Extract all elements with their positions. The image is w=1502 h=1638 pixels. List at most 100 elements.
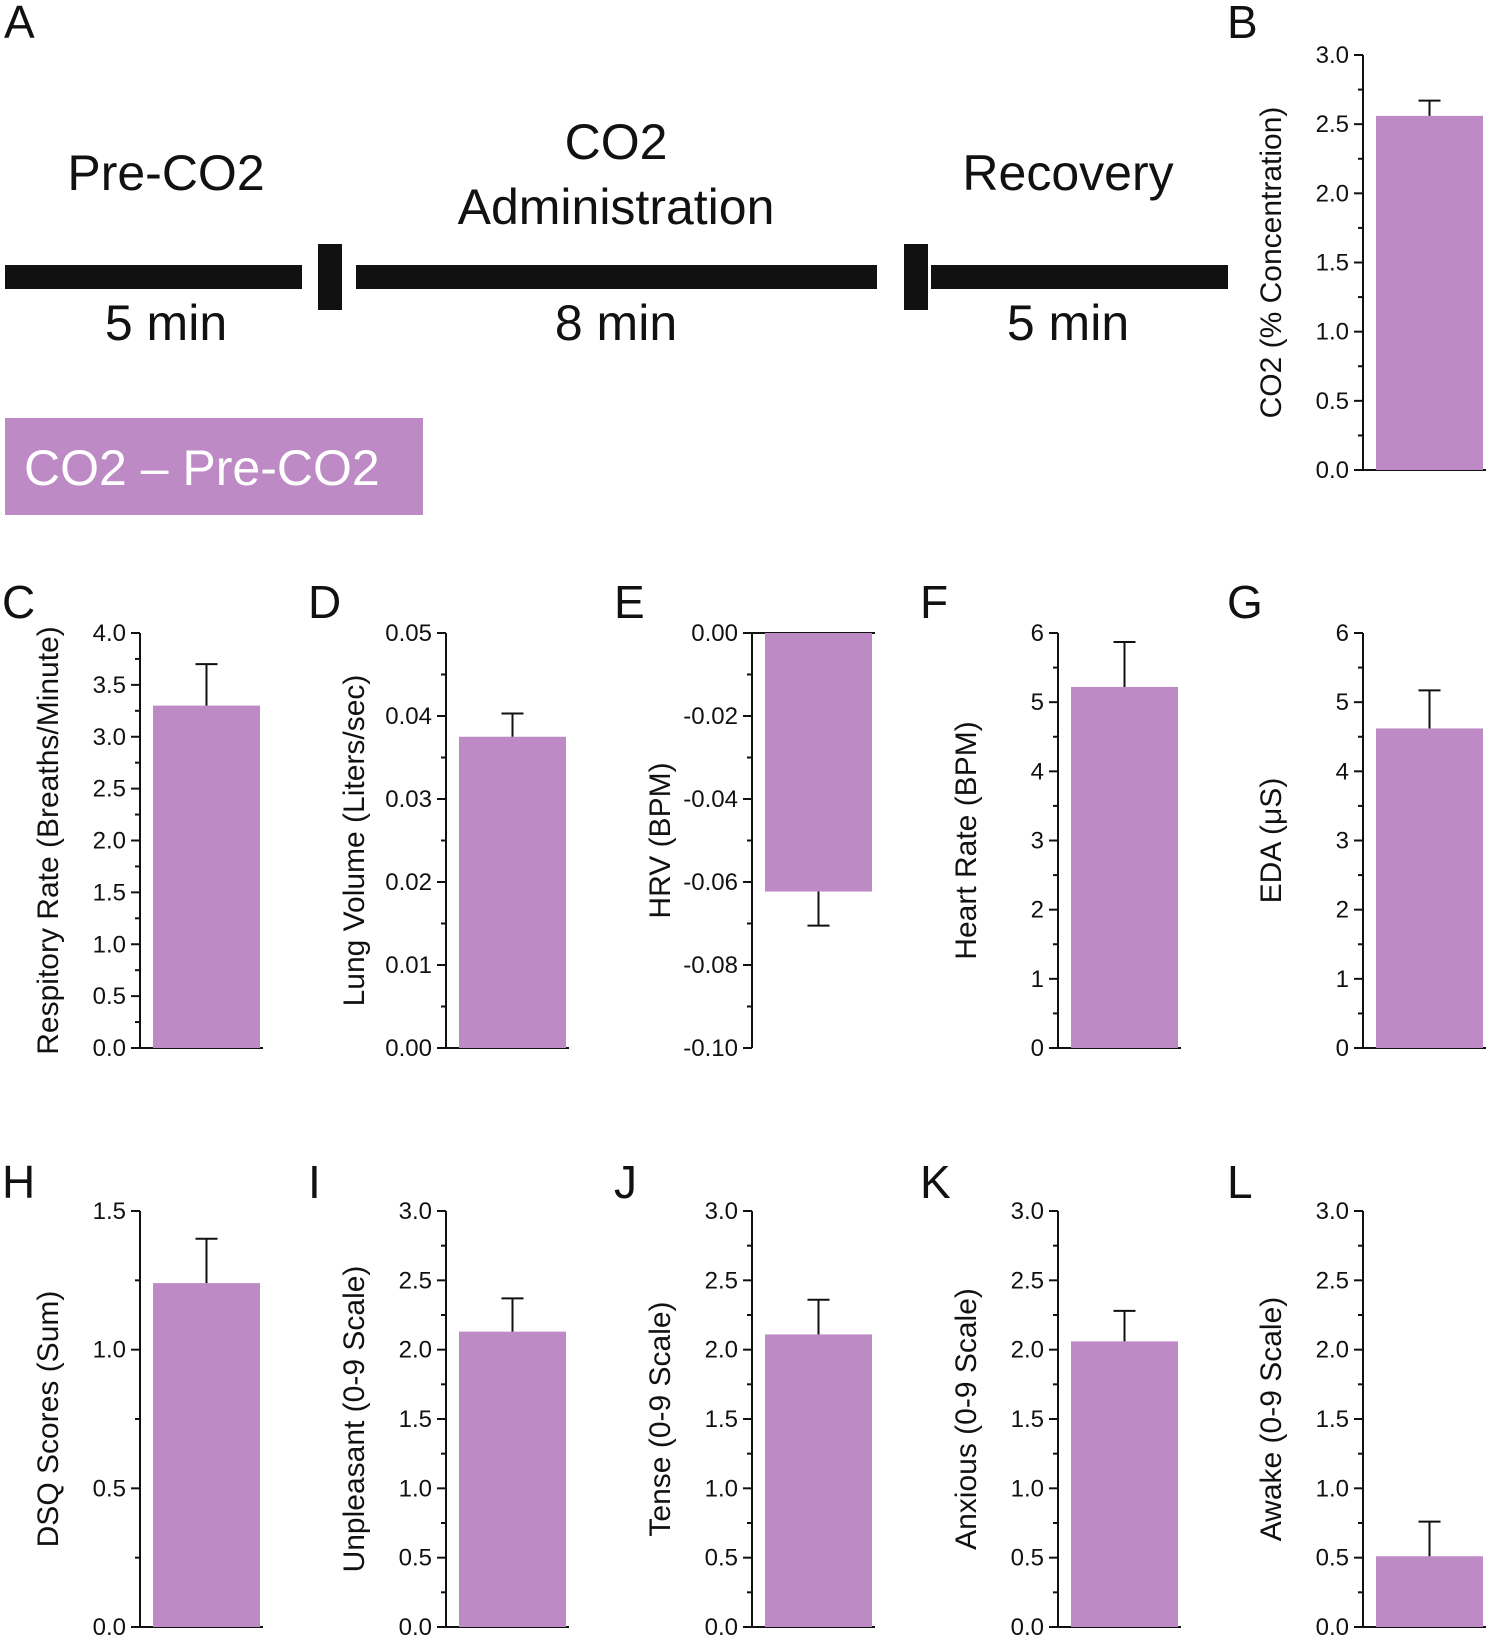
y-axis-title-i: Unpleasant (0-9 Scale) (338, 1266, 371, 1573)
bar-l (1376, 1556, 1483, 1627)
y-tick-label-c: 0.0 (93, 1035, 126, 1062)
y-tick-label-b: 0.0 (1316, 457, 1349, 484)
y-tick-label-f: 5 (1031, 689, 1044, 716)
y-tick-label-j: 1.0 (705, 1475, 738, 1502)
y-tick-label-g: 5 (1336, 689, 1349, 716)
chart-panel-b: B 0.0 0.5 1.0 1.5 2.0 2.5 3.0 CO2 (% Concentrati… (1227, 0, 1486, 484)
y-tick-label-k: 2.5 (1011, 1267, 1044, 1294)
y-axis-title-d: Lung Volume (Liters/sec) (338, 675, 371, 1007)
phase-title-2: Administration (458, 179, 775, 235)
chart-panel-g: G 0 1 2 3 4 5 6 EDA (μS) (1227, 576, 1486, 1062)
legend-label: CO2 – Pre-CO2 (24, 440, 380, 496)
y-tick-label-j: 1.5 (705, 1406, 738, 1433)
y-tick-label-j: 0.0 (705, 1614, 738, 1638)
chart-panel-e: E -0.10 -0.08 -0.06 -0.04 -0.02 0.00 HRV (BPM) (614, 576, 875, 1062)
bar-c (153, 705, 260, 1048)
chart-panel-c: C 0.0 0.5 1.0 1.5 2.0 2.5 3.0 3.5 4.0 Respitory Ra… (2, 576, 263, 1062)
panel-label-e: E (614, 576, 645, 628)
y-tick-label-l: 2.0 (1316, 1337, 1349, 1364)
y-tick-label-e: 0.00 (691, 620, 738, 647)
y-tick-label-b: 2.5 (1316, 111, 1349, 138)
y-tick-label-h: 0.5 (93, 1475, 126, 1502)
y-tick-label-c: 1.0 (93, 931, 126, 958)
y-tick-label-d: 0.00 (385, 1035, 432, 1062)
bar-i (459, 1331, 566, 1627)
chart-panel-d: D 0.00 0.01 0.02 0.03 0.04 0.05 Lung Volume (Li… (308, 576, 569, 1062)
y-tick-label-k: 1.5 (1011, 1406, 1044, 1433)
y-tick-label-f: 3 (1031, 828, 1044, 855)
y-tick-label-d: 0.01 (385, 952, 432, 979)
y-tick-label-i: 1.5 (399, 1406, 432, 1433)
y-axis-title-c: Respitory Rate (Breaths/Minute) (32, 626, 65, 1055)
bar-f (1071, 686, 1178, 1048)
y-tick-label-l: 1.5 (1316, 1406, 1349, 1433)
y-tick-label-b: 2.0 (1316, 180, 1349, 207)
chart-panel-h: H 0.0 0.5 1.0 1.5 DSQ Scores (Sum) (2, 1156, 263, 1638)
y-tick-label-k: 3.0 (1011, 1198, 1044, 1225)
panel-label-c: C (2, 576, 35, 628)
phase-duration-3: 5 min (1007, 295, 1129, 351)
y-tick-label-i: 3.0 (399, 1198, 432, 1225)
chart-panel-i: I 0.0 0.5 1.0 1.5 2.0 2.5 3.0 Unpleasant (0-9 Sc… (308, 1156, 569, 1638)
y-tick-label-i: 2.5 (399, 1267, 432, 1294)
y-tick-label-d: 0.04 (385, 703, 432, 730)
panel-label-d: D (308, 576, 341, 628)
y-tick-label-g: 6 (1336, 620, 1349, 647)
y-tick-label-k: 0.5 (1011, 1545, 1044, 1572)
y-tick-label-l: 0.0 (1316, 1614, 1349, 1638)
panel-label-i: I (308, 1156, 321, 1208)
y-tick-label-i: 0.5 (399, 1545, 432, 1572)
y-tick-label-d: 0.03 (385, 786, 432, 813)
y-axis-title-k: Anxious (0-9 Scale) (950, 1288, 983, 1550)
timeline-panel-a: A Pre-CO2 5 min CO2 Administration 8 min Recov… (4, 0, 1228, 515)
timeline-divider-2 (904, 244, 928, 310)
y-tick-label-l: 1.0 (1316, 1475, 1349, 1502)
y-axis-title-h: DSQ Scores (Sum) (32, 1291, 65, 1548)
panel-label-h: H (2, 1156, 35, 1208)
y-tick-label-l: 2.5 (1316, 1267, 1349, 1294)
y-tick-label-b: 3.0 (1316, 42, 1349, 69)
y-tick-label-e: -0.04 (683, 786, 738, 813)
timeline-segment-2 (356, 265, 877, 289)
timeline-segment-3 (931, 265, 1228, 289)
y-tick-label-k: 1.0 (1011, 1475, 1044, 1502)
timeline-divider-1 (318, 244, 342, 310)
y-tick-label-j: 3.0 (705, 1198, 738, 1225)
bar-b (1376, 115, 1483, 470)
bar-k (1071, 1341, 1178, 1627)
phase-title-3: Recovery (962, 145, 1173, 201)
y-axis-title-f: Heart Rate (BPM) (950, 721, 983, 959)
y-axis-title-j: Tense (0-9 Scale) (644, 1301, 677, 1536)
y-tick-label-c: 2.5 (93, 776, 126, 803)
y-tick-label-h: 1.0 (93, 1337, 126, 1364)
y-tick-label-f: 2 (1031, 897, 1044, 924)
y-tick-label-c: 3.0 (93, 724, 126, 751)
panel-label-f: F (920, 576, 948, 628)
bar-g (1376, 728, 1483, 1048)
y-tick-label-k: 2.0 (1011, 1337, 1044, 1364)
y-tick-label-i: 2.0 (399, 1337, 432, 1364)
y-tick-label-k: 0.0 (1011, 1614, 1044, 1638)
panel-label-k: K (920, 1156, 951, 1208)
y-tick-label-d: 0.02 (385, 869, 432, 896)
legend-swatch (5, 418, 423, 515)
bar-d (459, 736, 566, 1048)
y-tick-label-l: 3.0 (1316, 1198, 1349, 1225)
y-tick-label-c: 2.0 (93, 828, 126, 855)
chart-panel-k: K 0.0 0.5 1.0 1.5 2.0 2.5 3.0 Anxious (0-9 Scale… (920, 1156, 1181, 1638)
panel-label-a: A (4, 0, 35, 48)
bar-j (765, 1334, 872, 1627)
bar-h (153, 1283, 260, 1627)
chart-panel-f: F 0 1 2 3 4 5 6 Heart Rate (BPM) (920, 576, 1181, 1062)
y-tick-label-j: 0.5 (705, 1545, 738, 1572)
bar-e (765, 633, 872, 892)
panel-label-j: J (614, 1156, 637, 1208)
y-tick-label-h: 1.5 (93, 1198, 126, 1225)
y-tick-label-j: 2.0 (705, 1337, 738, 1364)
panel-label-g: G (1227, 576, 1263, 628)
y-tick-label-l: 0.5 (1316, 1545, 1349, 1572)
timeline-segment-1 (5, 265, 302, 289)
y-tick-label-c: 3.5 (93, 672, 126, 699)
y-tick-label-b: 0.5 (1316, 388, 1349, 415)
